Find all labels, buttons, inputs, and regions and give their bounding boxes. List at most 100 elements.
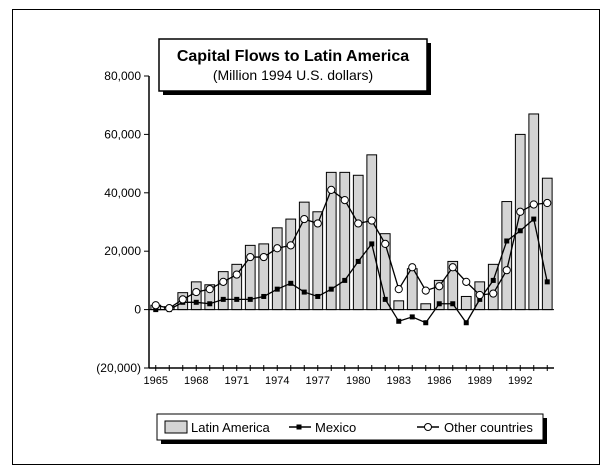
chart-subtitle: (Million 1994 U.S. dollars) (213, 67, 373, 83)
legend-label-latin-america: Latin America (191, 420, 271, 435)
bar (271, 227, 283, 311)
point-marker-circle (178, 295, 187, 304)
legend: Latin America Mexico Other countries (156, 413, 547, 444)
point-marker-square (301, 289, 307, 295)
point-marker-circle (205, 285, 214, 294)
point-marker-square (234, 296, 240, 302)
legend-square-marker (296, 424, 302, 430)
bar (393, 300, 405, 311)
point-marker-square (274, 286, 280, 292)
bar (339, 171, 351, 311)
point-marker-square (490, 277, 496, 283)
chart-frame: (20,000) 0 20,000 40,000 60,000 80,000 1965 196… (12, 9, 600, 465)
y-tick-label: 20,000 (104, 244, 141, 258)
point-marker-square (504, 238, 510, 244)
point-marker-square (463, 320, 469, 326)
bar (285, 218, 297, 311)
bar (541, 177, 553, 311)
point-marker-square (531, 216, 537, 222)
point-marker-circle (462, 277, 471, 286)
x-tick-label: 1965 (144, 375, 168, 387)
point-marker-circle (408, 263, 417, 272)
point-marker-square (247, 296, 253, 302)
x-tick-label: 1986 (427, 375, 451, 387)
point-marker-square (423, 320, 429, 326)
point-marker-circle (502, 266, 511, 275)
point-marker-square (153, 307, 159, 313)
point-marker-square (220, 296, 226, 302)
legend-label-other-countries: Other countries (444, 420, 533, 435)
x-tick-label: 1974 (265, 375, 289, 387)
point-marker-circle (394, 285, 403, 294)
chart: (20,000) 0 20,000 40,000 60,000 80,000 1965 196… (96, 38, 554, 444)
point-marker-circle (529, 200, 538, 209)
point-marker-square (342, 277, 348, 283)
point-marker-circle (219, 277, 228, 286)
y-tick-label: (20,000) (96, 361, 141, 375)
point-marker-square (409, 314, 415, 320)
bar (514, 133, 526, 311)
point-marker-circle (246, 252, 255, 262)
point-marker-square (436, 301, 442, 307)
point-marker-square (315, 293, 321, 299)
point-marker-square (477, 296, 483, 302)
x-tick-label: 1968 (184, 375, 208, 387)
title-box: Capital Flows to Latin America (Million … (158, 38, 431, 95)
y-tick-label: 40,000 (104, 186, 141, 200)
point-marker-circle (421, 286, 430, 295)
point-marker-circle (151, 301, 160, 310)
x-tick-label: 1971 (225, 375, 249, 387)
point-marker-circle (300, 214, 309, 224)
point-marker-circle (516, 207, 525, 216)
legend-swatch-bar (164, 420, 188, 434)
bar (406, 268, 418, 311)
point-marker-circle (286, 241, 295, 250)
legend-item-latin-america: Latin America (164, 420, 271, 435)
y-tick-label: 60,000 (104, 127, 141, 141)
axes-layer: (20,000) 0 20,000 40,000 60,000 80,000 1965 196… (96, 69, 554, 387)
point-marker-square (288, 280, 294, 286)
bar (528, 113, 540, 311)
bar (460, 295, 472, 311)
point-marker-square (369, 241, 375, 247)
chart-title: Capital Flows to Latin America (177, 48, 409, 65)
point-marker-circle (259, 252, 268, 262)
x-tick-label: 1989 (468, 375, 492, 387)
point-marker-square (382, 296, 388, 302)
point-marker-circle (165, 304, 174, 313)
bar (366, 154, 378, 311)
point-marker-circle (475, 290, 484, 300)
point-marker-square (193, 299, 199, 305)
x-tick-label: 1977 (306, 375, 330, 387)
bar (420, 303, 432, 311)
x-tick-label: 1980 (346, 375, 370, 387)
point-marker-circle (340, 196, 349, 205)
point-marker-square (207, 301, 213, 307)
point-marker-circle (232, 270, 241, 279)
point-marker-square (450, 301, 456, 307)
legend-label-mexico: Mexico (315, 420, 356, 435)
lines-layer (151, 185, 552, 326)
x-tick-label: 1983 (387, 375, 411, 387)
point-marker-circle (327, 185, 336, 194)
point-marker-circle (313, 219, 322, 228)
point-marker-circle (543, 198, 552, 208)
x-tick-label: 1992 (508, 375, 532, 387)
point-marker-circle (381, 239, 390, 248)
legend-circle-marker (424, 423, 432, 431)
point-marker-square (355, 258, 361, 264)
point-marker-circle (354, 219, 363, 228)
point-marker-square (328, 286, 334, 292)
point-marker-square (261, 293, 267, 299)
point-marker-circle (273, 244, 282, 253)
point-marker-square (396, 318, 402, 324)
point-marker-circle (448, 263, 457, 272)
point-marker-circle (192, 287, 201, 297)
point-marker-circle (489, 289, 498, 298)
bar (217, 271, 229, 311)
point-marker-circle (367, 216, 376, 225)
point-marker-circle (435, 282, 444, 291)
legend-item-other-countries: Other countries (417, 420, 533, 435)
point-marker-square (544, 279, 550, 285)
y-tick-label: 0 (134, 303, 141, 317)
